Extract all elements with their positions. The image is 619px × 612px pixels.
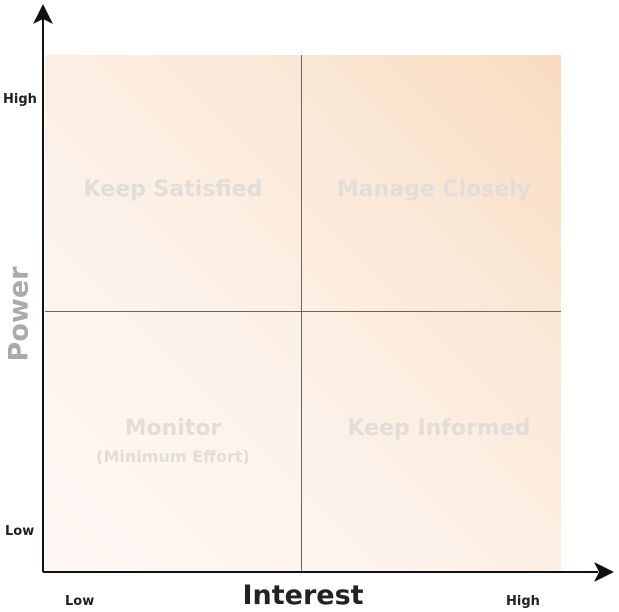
quadrant-monitor-sublabel: (Minimum Effort) [96,447,250,466]
quadrant-monitor-label: Monitor [124,416,222,441]
x-axis-arrow [594,562,614,582]
x-high-label: High [506,594,540,609]
y-axis-arrow [33,4,53,24]
quadrant-keep-informed-label: Keep Informed [347,416,531,441]
quadrant-keep-informed: Keep Informed [311,416,567,441]
y-low-label: Low [5,524,35,539]
quadrant-manage-closely: Manage Closely [306,177,562,202]
quadrant-keep-satisfied: Keep Satisfied [45,177,301,202]
vertical-divider [301,55,302,572]
quadrant-manage-closely-label: Manage Closely [336,177,532,202]
x-low-label: Low [65,594,95,609]
matrix-background [45,55,561,572]
y-axis-title: Power [3,266,35,362]
x-axis-title: Interest [242,580,364,611]
quadrant-monitor: Monitor (Minimum Effort) [45,416,301,466]
horizontal-divider [45,311,561,312]
quadrant-keep-satisfied-label: Keep Satisfied [83,177,263,202]
y-high-label: High [3,92,37,107]
